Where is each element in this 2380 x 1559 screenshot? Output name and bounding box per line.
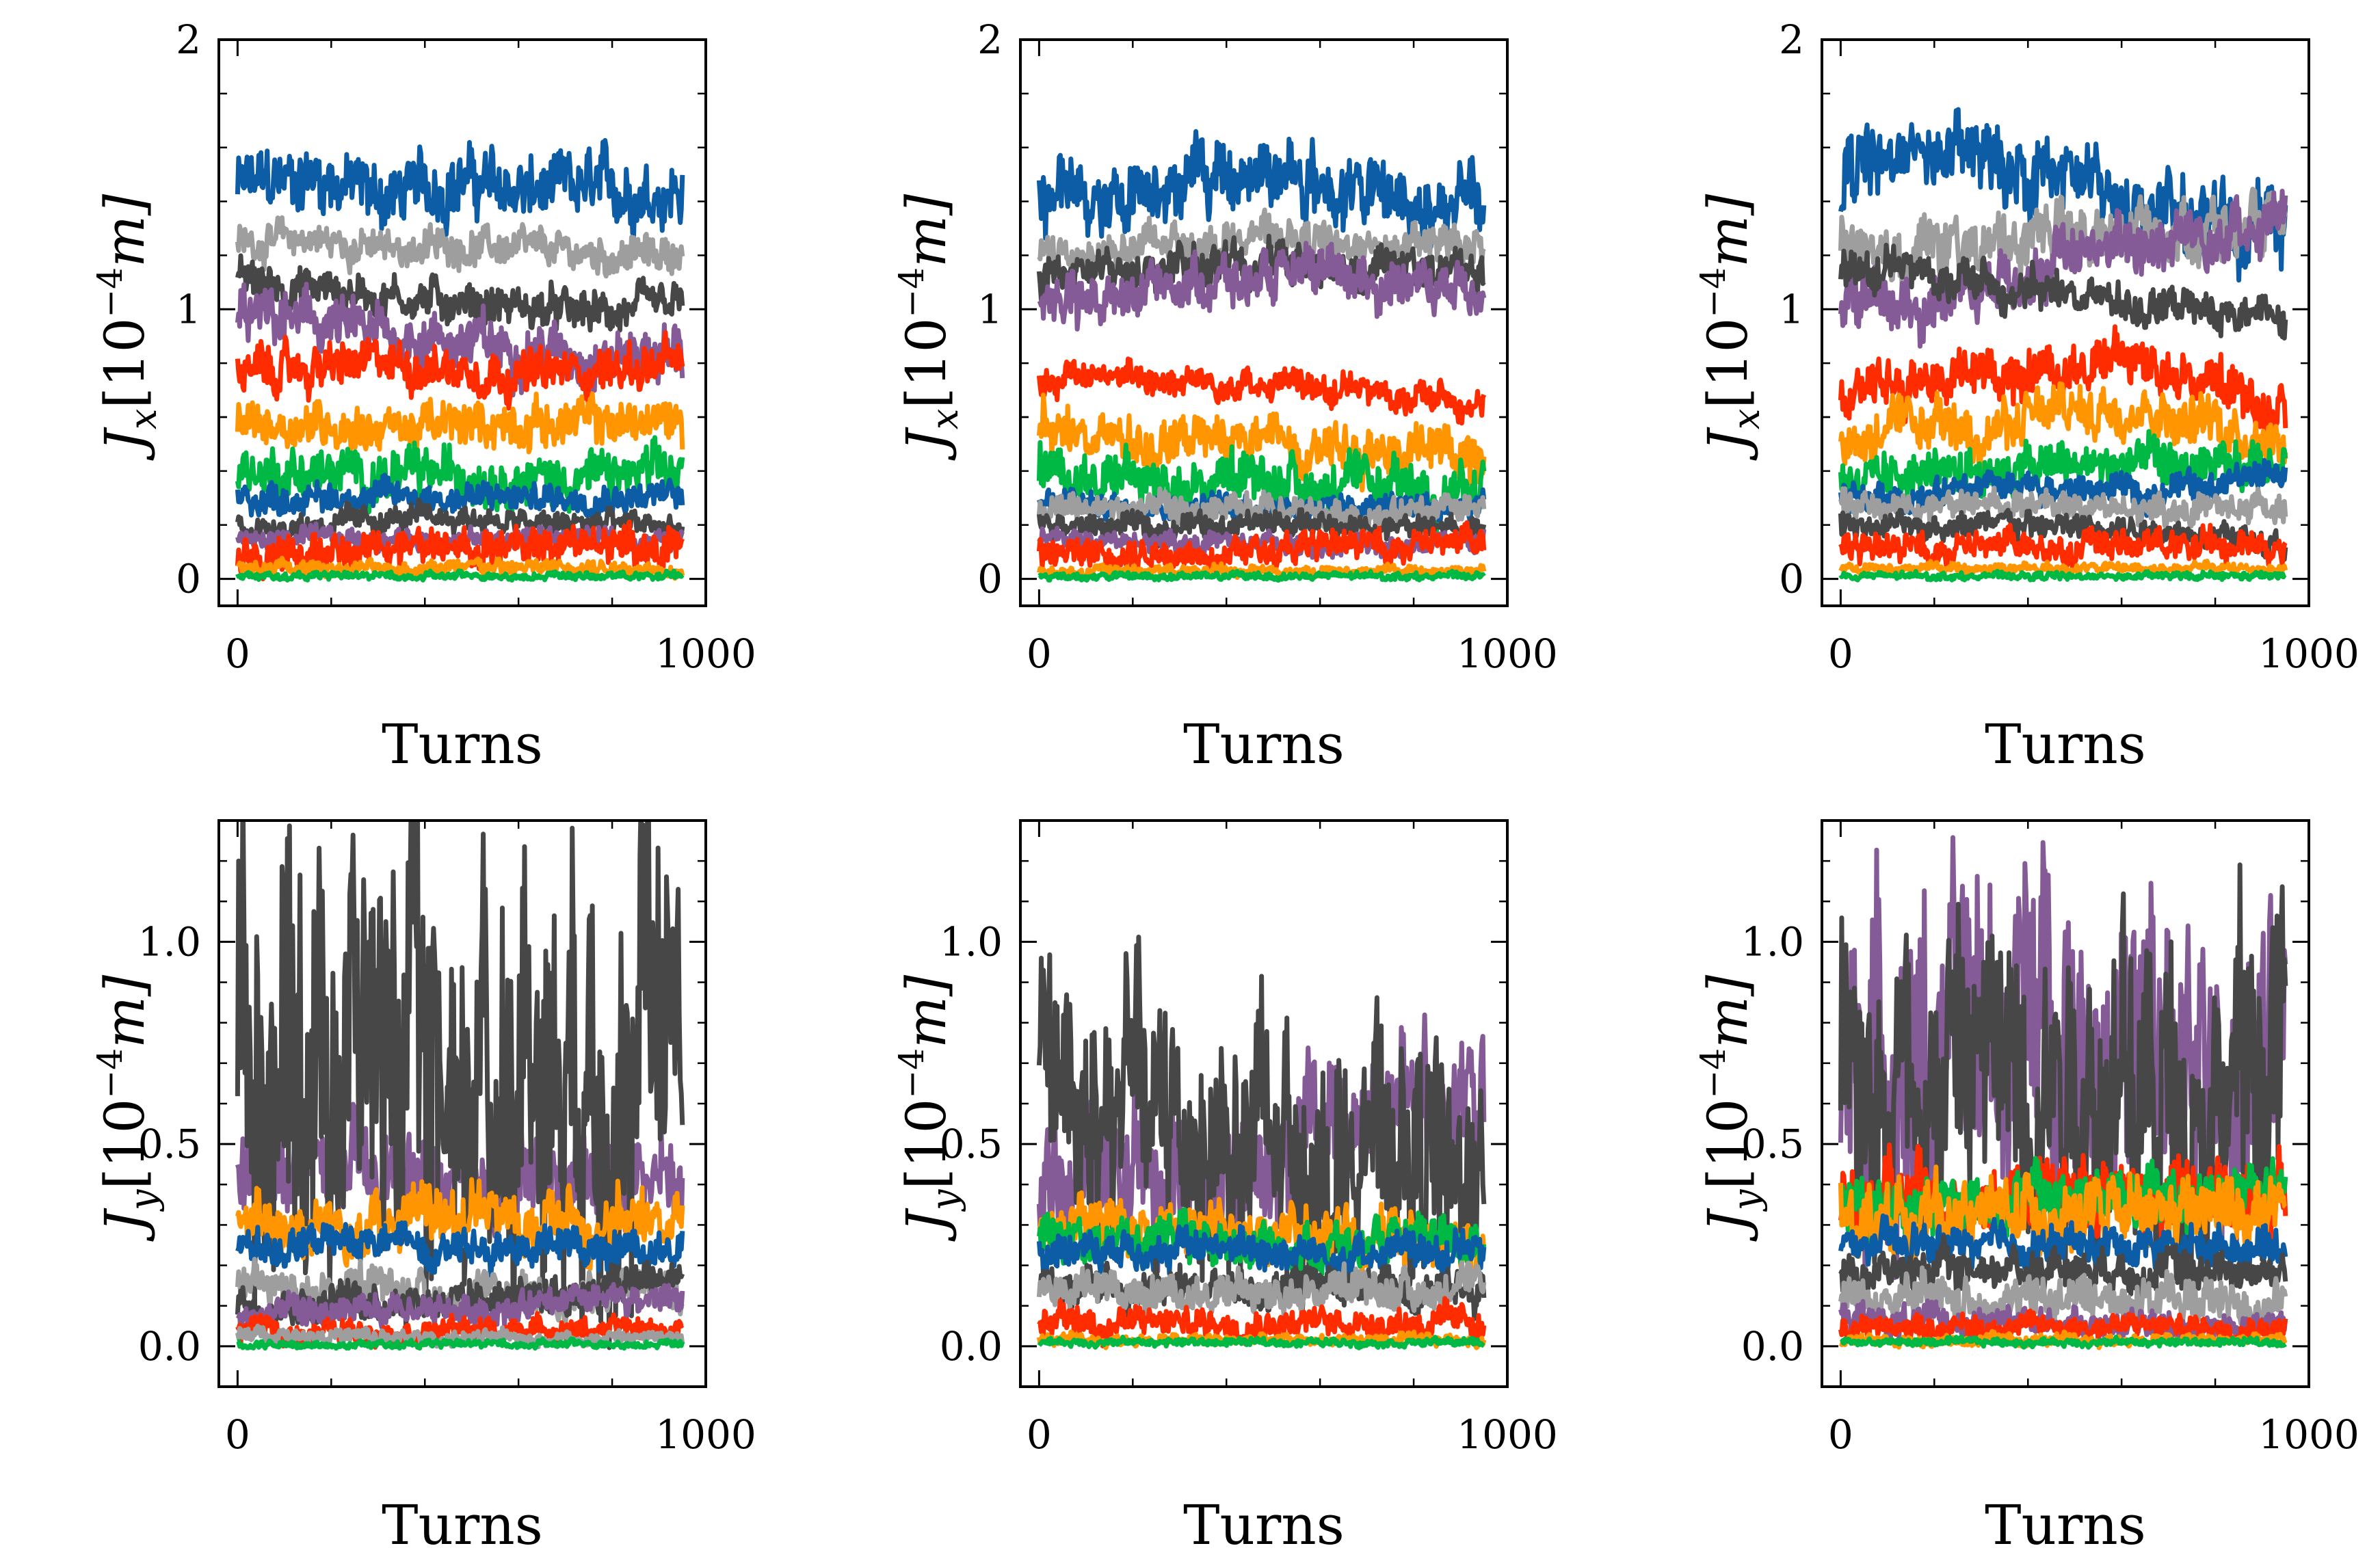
y-tick-label: 1.0 (940, 918, 1003, 965)
panel-top-left: 0 1000 0 1 2 Turns Jx[10−4m] (90, 16, 756, 776)
y-axis-label: Jy[10−4m] (892, 974, 966, 1242)
series-line (1838, 522, 2288, 571)
series-line (1838, 189, 2288, 349)
series-line (1838, 243, 2288, 341)
y-tick-label: 2 (176, 16, 201, 63)
series-line (1036, 392, 1487, 493)
x-tick-label: 0 (225, 630, 250, 677)
x-tick-label: 0 (1027, 630, 1052, 677)
series-line (1037, 207, 1486, 280)
series-line (1036, 507, 1487, 549)
y-tick-label: 0.5 (138, 1121, 201, 1167)
panel-bottom-right: 0 1000 0.0 0.5 1.0 Turns Jy[10−4m] (1693, 819, 2359, 1557)
plot-area (235, 137, 685, 583)
panel-top-middle: 0 1000 0 1 2 Turns Jx[10−4m] (892, 16, 1558, 776)
x-tick-label: 0 (225, 1411, 250, 1458)
series-line (235, 1220, 685, 1281)
plot-area (1838, 107, 2288, 583)
series-line (1838, 485, 2288, 530)
axes-frame (1821, 38, 2310, 607)
series-line (1036, 440, 1487, 537)
plot-area (235, 821, 685, 1351)
y-tick-label: 2 (977, 16, 1003, 63)
y-tick-label: 2 (1779, 16, 1804, 63)
y-tick-label: 1 (176, 286, 201, 332)
y-tick-label: 0.5 (940, 1121, 1003, 1167)
x-tick-label: 0 (1027, 1411, 1052, 1458)
y-axis-label: Jx[10−4m] (90, 194, 165, 461)
y-tick-label: 0.0 (1741, 1323, 1804, 1370)
y-tick-label: 0.5 (1741, 1121, 1804, 1167)
series-line (235, 137, 685, 239)
series-line (1036, 1260, 1487, 1318)
series-line (1037, 241, 1487, 332)
series-line (1838, 1308, 2288, 1346)
series-line (235, 568, 685, 583)
y-tick-label: 1.0 (1741, 918, 1804, 965)
y-axis-label: Jy[10−4m] (90, 974, 165, 1242)
x-axis-label: Turns (382, 712, 543, 776)
x-tick-label: 1000 (1457, 1411, 1558, 1458)
series-line (235, 253, 685, 333)
series-line (235, 519, 685, 582)
plot-area (1838, 835, 2288, 1350)
series-line (1839, 1156, 2288, 1247)
series-line (235, 215, 685, 279)
series-line (1839, 1334, 2288, 1350)
y-tick-label: 0 (1779, 556, 1804, 602)
series-line (1036, 356, 1487, 426)
y-tick-label: 0.0 (940, 1323, 1003, 1370)
panel-bottom-left: 0 1000 0.0 0.5 1.0 Turns Jy[10−4m] (90, 819, 756, 1557)
series-line (1036, 486, 1487, 534)
x-tick-label: 0 (1828, 1411, 1853, 1458)
x-axis-label: Turns (382, 1493, 543, 1557)
y-axis-label: Jx[10−4m] (892, 194, 966, 461)
series-line (1036, 520, 1487, 576)
x-tick-label: 0 (1828, 630, 1853, 677)
x-axis-label: Turns (1183, 1493, 1345, 1557)
y-axis-label: Jx[10−4m] (1693, 194, 1768, 461)
series-line (235, 472, 685, 521)
series-line (1037, 1258, 1487, 1322)
y-tick-label: 0 (176, 556, 201, 602)
y-tick-label: 1 (1779, 286, 1804, 332)
y-tick-label: 1 (977, 286, 1003, 332)
axes-frame (217, 38, 707, 607)
x-tick-label: 1000 (2258, 630, 2359, 677)
series-line (236, 1336, 685, 1351)
series-line (1037, 568, 1486, 583)
x-tick-label: 1000 (1457, 630, 1558, 677)
series-line (235, 330, 685, 411)
y-tick-label: 1.0 (138, 918, 201, 965)
series-line (1036, 1223, 1487, 1282)
x-tick-label: 1000 (2258, 1411, 2359, 1458)
y-tick-label: 0 (977, 556, 1003, 602)
series-line (1838, 1265, 2288, 1332)
axes-frame (1019, 38, 1509, 607)
x-tick-label: 1000 (655, 630, 756, 677)
x-axis-label: Turns (1183, 712, 1345, 776)
panel-top-right: 0 1000 0 1 2 Turns Jx[10−4m] (1693, 16, 2359, 776)
x-axis-label: Turns (1985, 712, 2146, 776)
series-line (1838, 381, 2288, 477)
series-line (1838, 568, 2287, 583)
series-line (1838, 1213, 2288, 1273)
series-line (1037, 1334, 1485, 1350)
plot-area (1036, 129, 1487, 583)
y-axis-label: Jy[10−4m] (1693, 974, 1768, 1242)
y-tick-label: 0.0 (138, 1323, 201, 1370)
panel-bottom-middle: 0 1000 0.0 0.5 1.0 Turns Jy[10−4m] (892, 819, 1558, 1557)
x-axis-label: Turns (1985, 1493, 2146, 1557)
series-line (1838, 1234, 2288, 1303)
x-tick-label: 1000 (655, 1411, 756, 1458)
plot-area (1036, 934, 1487, 1350)
series-line (235, 391, 685, 455)
